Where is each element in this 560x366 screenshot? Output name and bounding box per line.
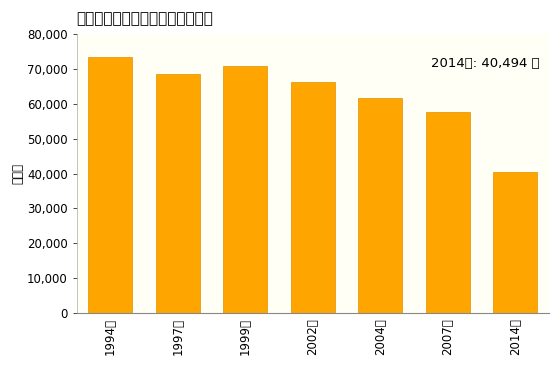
Text: 2014年: 40,494 人: 2014年: 40,494 人 [431,56,539,70]
Bar [88,57,132,313]
Bar [156,74,200,313]
Bar [493,172,537,313]
Y-axis label: ［人］: ［人］ [11,163,24,184]
Bar [358,98,402,313]
Text: その他の卸売業の従業者数の推移: その他の卸売業の従業者数の推移 [77,11,213,26]
Bar [223,66,267,313]
Bar [291,82,335,313]
Bar [426,112,470,313]
